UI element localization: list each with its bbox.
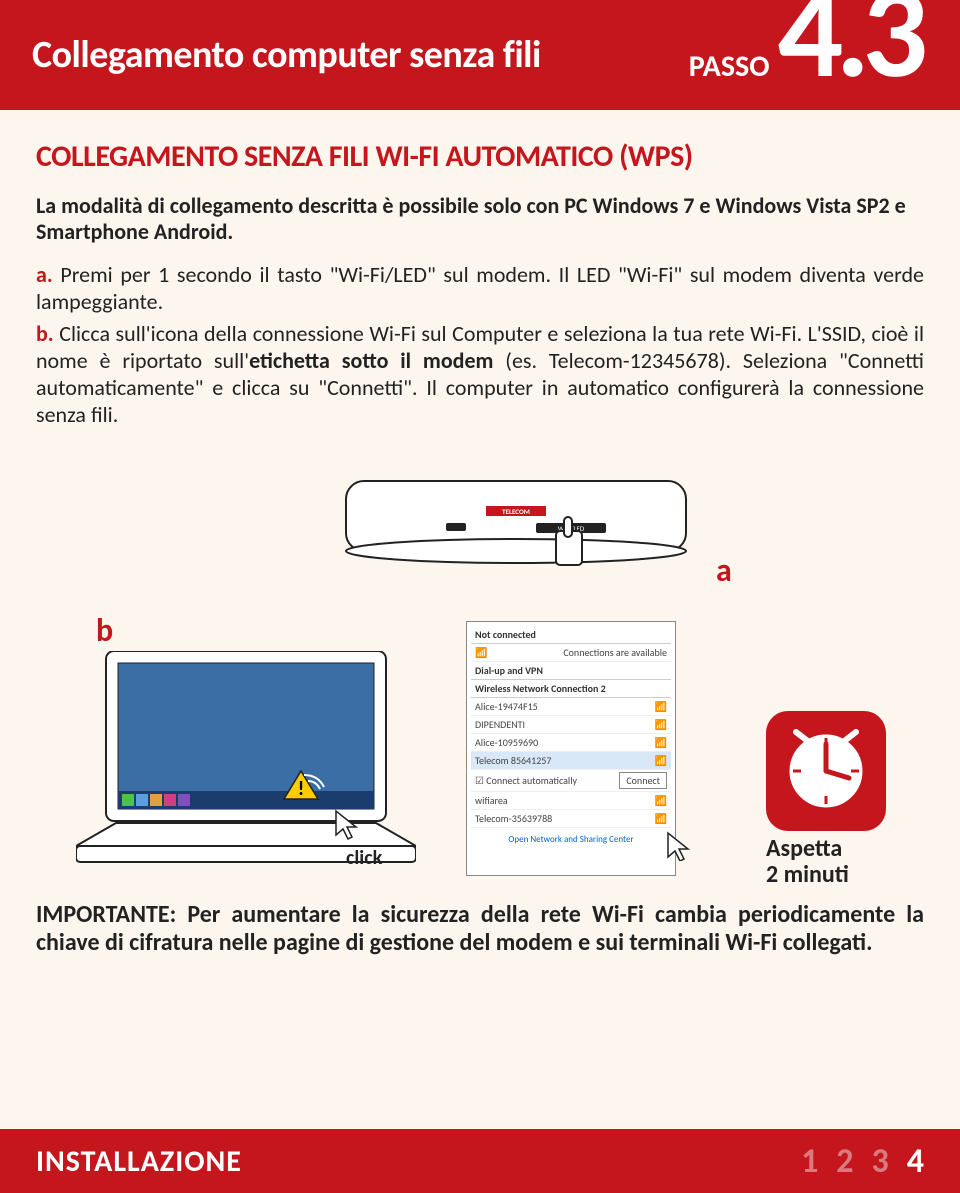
popup-dialup-header: Dial-up and VPN bbox=[471, 662, 671, 680]
page-num-3: 3 bbox=[872, 1141, 889, 1182]
callout-b: b bbox=[96, 611, 113, 650]
modem-illustration: TELECOM WIFI/LED bbox=[336, 451, 696, 571]
footer-page-numbers: 1 2 3 4 bbox=[801, 1141, 924, 1182]
page-num-4-active: 4 bbox=[907, 1141, 924, 1182]
wifi-item[interactable]: Telecom-35639788📶 bbox=[471, 810, 671, 828]
popup-connect-row: ☑ Connect automatically Connect bbox=[471, 770, 671, 792]
clock-icon bbox=[766, 711, 886, 831]
cursor-icon bbox=[666, 831, 696, 861]
step-number-box: PASSO 4.3 bbox=[689, 0, 920, 85]
wifi-item[interactable]: DIPENDENTI📶 bbox=[471, 716, 671, 734]
step-b-bold: etichetta sotto il modem bbox=[249, 347, 493, 374]
svg-text:!: ! bbox=[298, 777, 305, 801]
footer-bar: INSTALLAZIONE 1 2 3 4 bbox=[0, 1129, 960, 1193]
wifi-item[interactable]: Alice-10959690📶 bbox=[471, 734, 671, 752]
section-subtitle: COLLEGAMENTO SENZA FILI WI-FI AUTOMATICO… bbox=[36, 138, 924, 175]
step-a-text: Premi per 1 secondo il tasto "Wi-Fi/LED"… bbox=[36, 261, 924, 315]
passo-number: 4.3 bbox=[778, 0, 921, 84]
popup-footer-link[interactable]: Open Network and Sharing Center bbox=[471, 828, 671, 845]
wifi-item[interactable]: Alice-19474F15📶 bbox=[471, 698, 671, 716]
click-label: click bbox=[346, 846, 382, 870]
popup-wnc-header: Wireless Network Connection 2 bbox=[471, 680, 671, 698]
wifi-item[interactable]: wifiarea📶 bbox=[471, 792, 671, 810]
step-a: a. Premi per 1 secondo il tasto "Wi-Fi/L… bbox=[36, 262, 924, 316]
wifi-item-selected[interactable]: Telecom 85641257📶 bbox=[471, 752, 671, 770]
wait-label: Aspetta 2 minuti bbox=[766, 836, 849, 889]
svg-text:TELECOM: TELECOM bbox=[502, 507, 530, 516]
footer-title: INSTALLAZIONE bbox=[36, 1143, 242, 1180]
popup-conns-available: 📶Connections are available bbox=[471, 644, 671, 662]
illustration-area: TELECOM WIFI/LED a b ! bbox=[36, 441, 924, 891]
auto-connect-label: Connect automatically bbox=[486, 774, 577, 787]
step-b-lead: b. bbox=[36, 320, 54, 347]
page-num-2: 2 bbox=[836, 1141, 853, 1182]
important-note: IMPORTANTE: Per aumentare la sicurezza d… bbox=[0, 901, 960, 958]
laptop-illustration: ! bbox=[76, 651, 416, 876]
page-title: Collegamento computer senza fili bbox=[32, 32, 541, 78]
step-b: b. Clicca sull'icona della connessione W… bbox=[36, 321, 924, 428]
popup-not-connected: Not connected bbox=[471, 626, 671, 644]
header-banner: Collegamento computer senza fili PASSO 4… bbox=[0, 0, 960, 110]
callout-a: a bbox=[716, 551, 732, 590]
page-num-1: 1 bbox=[801, 1141, 818, 1182]
passo-label: PASSO bbox=[689, 48, 770, 85]
step-list: a. Premi per 1 secondo il tasto "Wi-Fi/L… bbox=[36, 262, 924, 429]
step-a-lead: a. bbox=[36, 261, 53, 288]
connect-button[interactable]: Connect bbox=[619, 772, 667, 789]
wifi-popup: Not connected 📶Connections are available… bbox=[466, 621, 676, 876]
content-area: COLLEGAMENTO SENZA FILI WI-FI AUTOMATICO… bbox=[0, 110, 960, 891]
intro-paragraph: La modalità di collegamento descritta è … bbox=[36, 193, 924, 246]
